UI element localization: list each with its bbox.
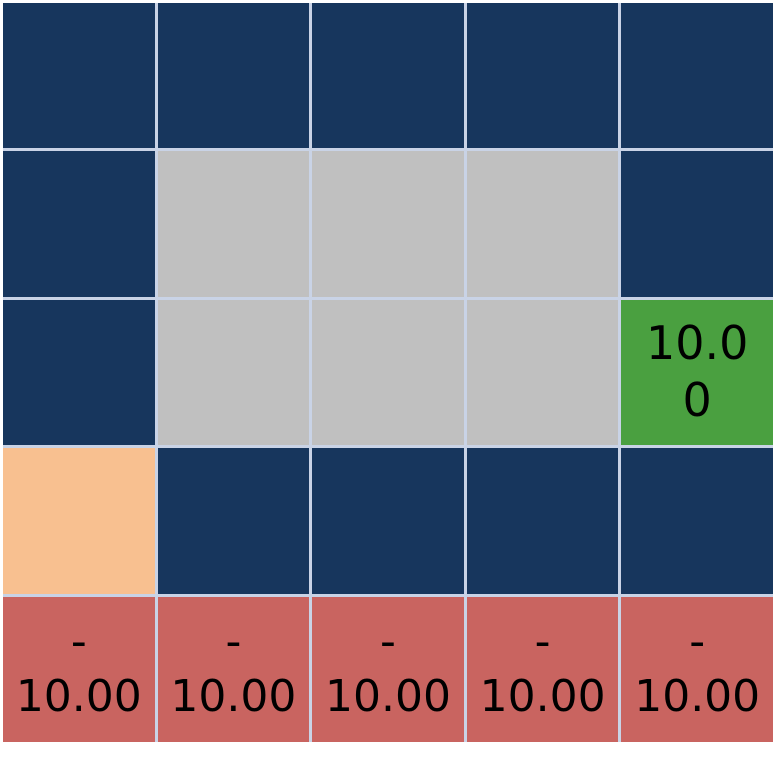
grid-cell-penalty: - 10.00 (3, 596, 155, 742)
grid-cell-start (3, 448, 155, 594)
grid-cell-wall (312, 299, 464, 446)
grid-cell-open (621, 151, 773, 297)
grid-cell-open (466, 448, 619, 594)
grid-cell-wall (466, 151, 619, 297)
grid-cell-wall (312, 151, 464, 297)
grid-cell-penalty: - 10.00 (157, 596, 310, 742)
grid-cell-open (312, 448, 464, 594)
grid-cell-open (466, 3, 619, 149)
grid-cell-open (312, 3, 464, 149)
grid-cell-wall (157, 151, 310, 297)
grid-cell-penalty: - 10.00 (621, 596, 773, 742)
grid-cell-open (3, 3, 155, 149)
grid-cell-open (157, 3, 310, 149)
grid-cell-wall (157, 299, 310, 446)
grid-cell-wall (466, 299, 619, 446)
grid-cell-open (3, 151, 155, 297)
grid-cell-goal: 10.0 0 (621, 299, 773, 446)
grid-cell-open (157, 448, 310, 594)
grid-cell-open (621, 3, 773, 149)
grid-cell-open (621, 448, 773, 594)
grid-cell-penalty: - 10.00 (312, 596, 464, 742)
grid-cell-open (3, 299, 155, 446)
gridworld-board: 10.0 0- 10.00- 10.00- 10.00- 10.00- 10.0… (3, 3, 773, 742)
grid-cell-penalty: - 10.00 (466, 596, 619, 742)
